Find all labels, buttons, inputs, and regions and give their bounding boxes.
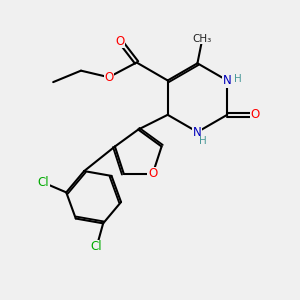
Text: H: H (199, 136, 207, 146)
Text: O: O (250, 108, 260, 121)
Text: N: N (193, 125, 202, 139)
Text: O: O (104, 71, 113, 84)
Text: N: N (223, 74, 232, 87)
Text: Cl: Cl (38, 176, 49, 189)
Text: O: O (148, 167, 157, 180)
Text: CH₃: CH₃ (193, 34, 212, 44)
Text: H: H (234, 74, 242, 84)
Text: Cl: Cl (91, 240, 102, 254)
Text: O: O (116, 35, 125, 48)
